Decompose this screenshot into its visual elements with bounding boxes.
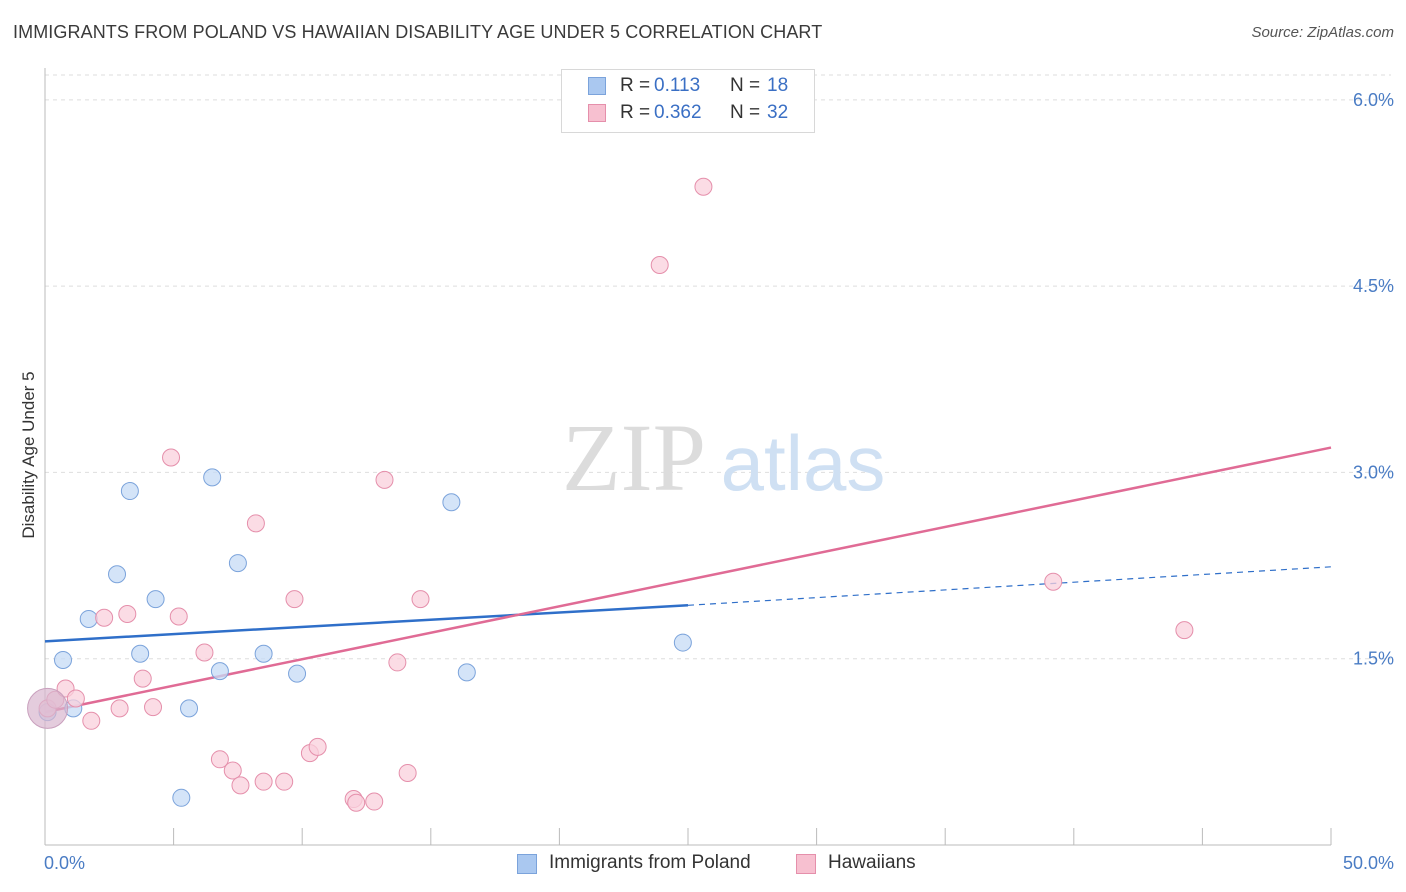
x-tick-label: 50.0% (1343, 853, 1394, 873)
y-axis-label: Disability Age Under 5 (19, 371, 38, 538)
point-hawaiians (308, 737, 327, 756)
legend-swatch-poland (588, 77, 606, 95)
point-hawaiians (162, 448, 181, 467)
point-poland (180, 699, 199, 718)
point-hawaiians (210, 750, 229, 769)
legend-r-label: R = (620, 75, 651, 96)
point-hawaiians (223, 761, 242, 780)
point-hawaiians (694, 177, 713, 196)
point-hawaiians (398, 763, 417, 782)
point-cluster (27, 687, 69, 729)
point-hawaiians (411, 590, 430, 609)
point-hawaiians (388, 653, 407, 672)
point-hawaiians (118, 605, 137, 623)
trend-line-hawaiians (44, 446, 1332, 714)
point-poland (210, 662, 229, 681)
watermark-zip: ZIP (562, 404, 706, 511)
point-hawaiians (133, 669, 152, 688)
y-tick-label: 6.0% (1353, 90, 1394, 110)
legend-swatch-hawaiians (796, 854, 816, 874)
watermark-atlas: atlas (721, 419, 886, 507)
point-hawaiians (231, 776, 250, 795)
point-hawaiians (347, 793, 366, 812)
legend-label-poland: Immigrants from Poland (549, 852, 751, 873)
point-hawaiians (95, 608, 114, 627)
y-tick-label: 4.5% (1353, 276, 1394, 296)
source-label: Source: ZipAtlas.com (1251, 24, 1394, 41)
point-poland (108, 565, 127, 584)
trend-line-poland (44, 604, 689, 643)
legend-swatch-hawaiians (588, 104, 606, 122)
legend-n-label: N = (730, 102, 761, 123)
point-hawaiians (650, 256, 669, 275)
point-poland (54, 650, 73, 669)
point-poland (79, 609, 98, 628)
y-tick-label: 3.0% (1353, 462, 1394, 482)
point-hawaiians (66, 689, 85, 708)
legend-n-label: N = (730, 75, 761, 96)
point-poland (288, 664, 307, 683)
point-poland (172, 788, 191, 807)
point-hawaiians (285, 590, 304, 609)
y-tick-labels: 1.5% 3.0% 4.5% 6.0% (1353, 90, 1394, 669)
point-hawaiians (110, 699, 129, 718)
point-hawaiians (169, 607, 188, 626)
legend-label-hawaiians: Hawaiians (828, 852, 916, 873)
legend-r-value: 0.362 (654, 102, 702, 123)
stats-legend: R = 0.113 N = 18 R = 0.362 N = 32 (561, 69, 815, 133)
point-poland (203, 468, 222, 487)
point-poland (131, 644, 150, 663)
point-poland (442, 493, 461, 512)
point-hawaiians (375, 470, 394, 489)
point-hawaiians (254, 772, 273, 791)
point-poland (673, 633, 692, 652)
point-poland (457, 663, 476, 682)
legend-swatch-poland (517, 854, 537, 874)
y-tick-label: 1.5% (1353, 649, 1394, 669)
point-poland (146, 590, 165, 609)
point-hawaiians (195, 643, 214, 662)
legend-n-value: 18 (767, 75, 789, 96)
legend-r-value: 0.113 (654, 75, 701, 96)
point-poland (254, 644, 273, 663)
trend-line-poland-extrapolated (687, 566, 1332, 606)
legend-n-value: 32 (767, 102, 789, 123)
point-hawaiians (246, 514, 265, 533)
trend-lines (44, 446, 1332, 714)
point-hawaiians (1175, 621, 1194, 640)
x-tick-labels: 0.0% 50.0% (44, 853, 1394, 873)
x-tick-label: 0.0% (44, 853, 85, 873)
chart-title: IMMIGRANTS FROM POLAND VS HAWAIIAN DISAB… (13, 22, 823, 42)
point-hawaiians (82, 711, 101, 730)
legend-r-label: R = (620, 102, 651, 123)
point-hawaiians (275, 772, 294, 791)
point-hawaiians (144, 698, 163, 717)
point-poland (120, 482, 139, 501)
point-poland (228, 554, 247, 573)
point-hawaiians (1044, 572, 1063, 591)
point-hawaiians (365, 792, 384, 811)
data-points (27, 177, 1194, 812)
grid-lines (45, 74, 1391, 660)
